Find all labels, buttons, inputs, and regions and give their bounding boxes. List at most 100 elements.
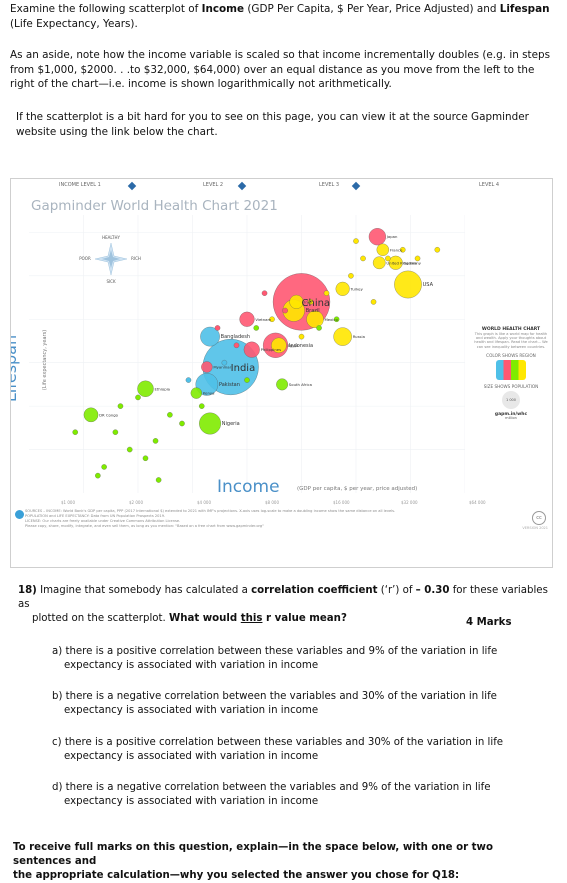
bubble-label: Turkey (350, 286, 364, 291)
question-text-mid: (‘r’) of (377, 585, 416, 596)
bubble-label: Myanmar (213, 365, 231, 370)
bubble-label: Kenya (203, 391, 215, 396)
option-d-line1: d) there is a negative correlation betwe… (52, 782, 491, 793)
x-tick: $8 000 (265, 500, 279, 505)
link-paragraph: If the scatterplot is a bit hard for you… (16, 110, 561, 139)
bubble-label: China (302, 298, 331, 309)
lifespan-bold: Lifespan (499, 3, 550, 15)
bubble-label: India (231, 363, 256, 374)
bubble-label: Philippines (261, 347, 281, 352)
bubble-united-kingdom (372, 256, 386, 270)
side-panel-title: WORLD HEALTH CHART (481, 327, 541, 332)
bubble-small-country (185, 377, 192, 383)
gapminder-logo-icon (15, 510, 24, 519)
option-d-line2: expectancy is associated with variation … (64, 796, 319, 807)
option-c-line2: expectancy is associated with variation … (64, 751, 319, 762)
compass-rich: RICH (131, 256, 141, 261)
bubble-label: Mexico (325, 317, 339, 322)
bubble-pakistan (195, 373, 219, 396)
footer-line: SOURCES – INCOME: World Bank's GDP per c… (25, 509, 396, 513)
question-text-post: for these variables as (18, 585, 548, 610)
bubble-small-country (298, 333, 305, 340)
bubble-small-country (414, 255, 421, 262)
x-tick: $16 000 (333, 500, 350, 505)
aside-line3: right of the chart—i.e. income is shown … (10, 78, 392, 90)
bubble-small-country (101, 464, 107, 470)
bubble-label: Egypt (287, 343, 298, 348)
bubble-kenya (190, 387, 202, 399)
side-panel-text: This graph is like a world map for healt… (474, 332, 548, 349)
scatter-svg: HEALTHY SICK POOR RICH China India USA Indo… (29, 215, 465, 493)
option-c-line1: c) there is a positive correlation betwe… (52, 737, 504, 748)
color-legend-label: COLOR SHOWS REGION (486, 352, 536, 358)
option-a-line2: expectancy is associated with variation … (64, 660, 319, 671)
bubble-nigeria (199, 412, 221, 435)
bubble-small-country (126, 446, 133, 453)
bubble-dr-congo (83, 407, 99, 423)
intro-paragraph: Examine the following scatterplot of Inc… (10, 2, 555, 31)
option-a-line1: a) there is a positive correlation betwe… (52, 646, 498, 657)
bubble-philippines (243, 341, 260, 358)
aside-paragraph: As an aside, note how the income variabl… (10, 48, 555, 92)
bubble-japan (368, 228, 386, 246)
bubble-small-country (117, 403, 124, 409)
bubble-usa (394, 270, 422, 299)
x-tick: $64 000 (469, 500, 486, 505)
option-b-line2: expectancy is associated with variation … (64, 705, 319, 716)
level-diamond-icon (237, 181, 247, 191)
bubble-label: Russia (353, 334, 365, 339)
chart-side-panel: WORLD HEALTH CHART This graph is like a … (472, 327, 550, 467)
bubble-small-country (385, 255, 391, 262)
level-4-label: LEVEL 4 (479, 182, 500, 188)
gapminder-link[interactable]: gapm.in/whc (494, 411, 528, 417)
bubble-small-country (261, 290, 268, 296)
bubble-small-country (155, 477, 162, 483)
compass-healthy: HEALTHY (102, 235, 120, 240)
bubble-label: Iran (304, 299, 312, 304)
bubble-small-country (308, 299, 314, 305)
size-legend-circle: 1 000 million (502, 390, 520, 420)
x-tick: $1 000 (61, 500, 75, 505)
question-r-value: – 0.30 (415, 585, 450, 596)
option-b-line1: b) there is a negative correlation betwe… (52, 691, 497, 702)
income-level-bar: INCOME LEVEL 1 LEVEL 2 LEVEL 3 LEVEL 4 (11, 179, 552, 195)
bubble-small-country (316, 325, 322, 331)
link-line1: If the scatterplot is a bit hard for you… (16, 111, 529, 123)
compass-poor: POOR (79, 256, 91, 261)
x-tick: $32 000 (401, 500, 418, 505)
x-axis-sublabel: (GDP per capita, $ per year, price adjus… (297, 486, 418, 492)
bubble-small-country (333, 316, 340, 323)
footer-line: Please copy, share, modify, integrate, a… (25, 524, 264, 528)
question-prompt-underlined: this (240, 613, 263, 624)
bubble-myanmar (201, 361, 213, 373)
chart-version: VERSION 2021 (522, 526, 548, 530)
bubble-label: DR Congo (99, 412, 119, 417)
bubble-small-country (348, 273, 354, 279)
option-a: a) there is a positive correlation betwe… (52, 645, 497, 673)
bubble-label: Vietnam (255, 317, 271, 322)
level-3-label: LEVEL 3 (319, 182, 340, 188)
bubble-label: Brazil (306, 308, 320, 314)
x-tick: $4 000 (197, 500, 211, 505)
bubble-small-country (360, 255, 366, 262)
bubble-ethiopia (137, 380, 154, 397)
bubble-small-country (152, 438, 159, 444)
size-legend-label: SIZE SHOWS POPULATION (483, 383, 539, 389)
bubble-small-country (142, 455, 149, 461)
bubble-label: Bangladesh (221, 334, 250, 340)
bubble-label: France (390, 247, 403, 252)
bubble-iran (289, 294, 304, 309)
region-map-icon (496, 359, 526, 380)
bubble-label: Indonesia (289, 343, 313, 349)
intro-text: Examine the following scatterplot of (10, 3, 202, 15)
bubble-small-country (199, 403, 205, 409)
bubble-small-country (370, 299, 377, 305)
option-b: b) there is a negative correlation betwe… (52, 690, 497, 718)
question-prompt-end: r value mean? (262, 613, 347, 624)
link-line2: website using the link below the chart. (16, 125, 218, 138)
bubble-turkey (335, 281, 350, 296)
x-tick: $2 000 (129, 500, 143, 505)
option-c: c) there is a positive correlation betwe… (52, 736, 503, 764)
level-2-label: LEVEL 2 (203, 182, 224, 188)
bubble-small-country (400, 247, 406, 253)
